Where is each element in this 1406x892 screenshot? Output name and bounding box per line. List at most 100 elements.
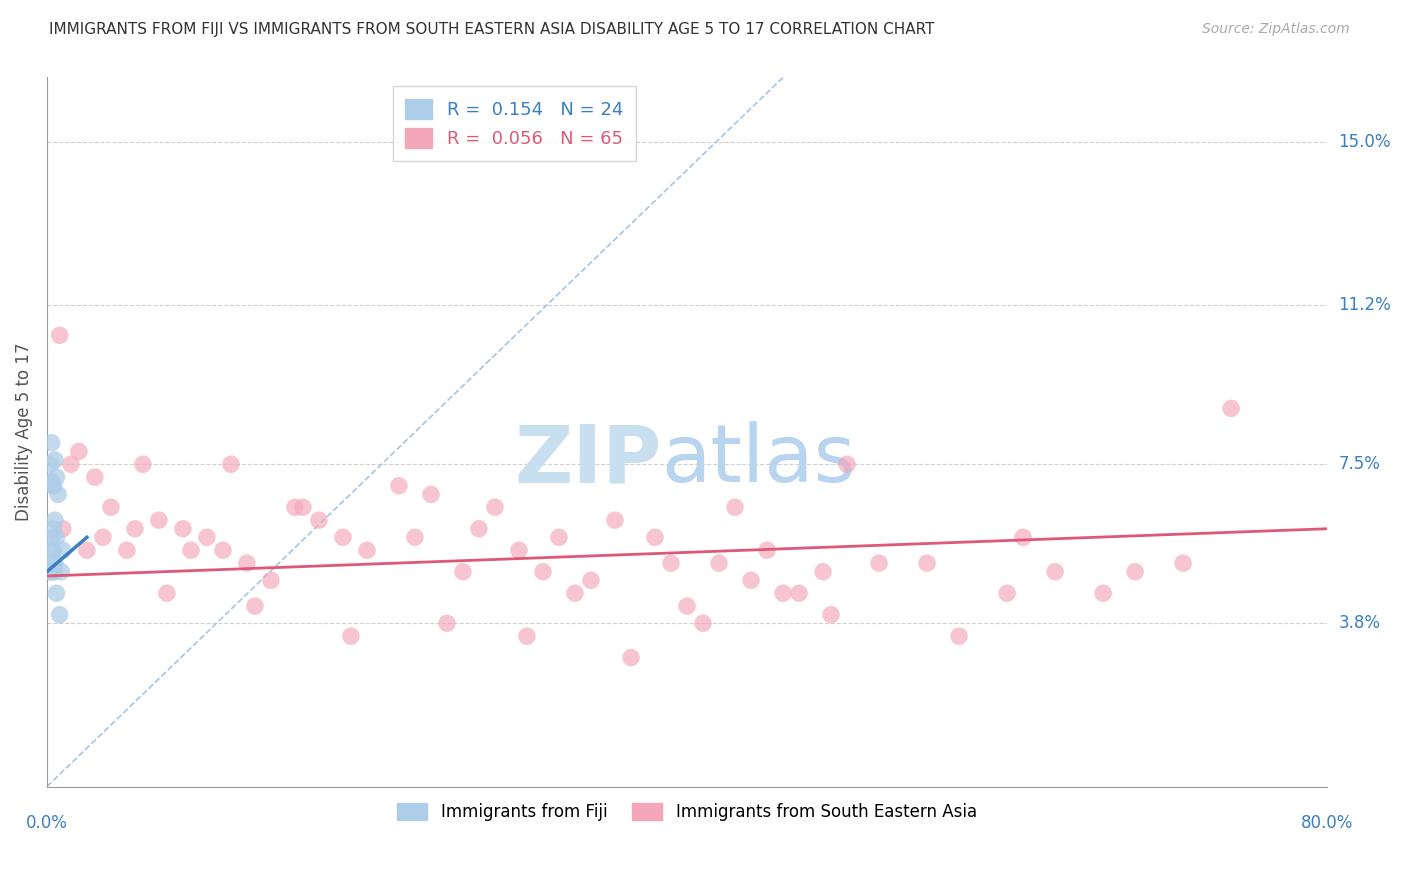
Point [1123,565,1146,579]
Point [436,616,458,631]
Point [42,556,65,570]
Point [835,457,858,471]
Point [724,500,747,515]
Point [484,500,506,515]
Point [291,500,314,515]
Point [41,543,63,558]
Point [787,586,810,600]
Point [41,530,63,544]
Text: 7.5%: 7.5% [1339,455,1381,474]
Point [195,530,218,544]
Point [915,556,938,570]
Point [41,435,63,450]
Point [659,556,682,570]
Point [115,543,138,558]
Point [172,522,194,536]
Point [451,565,474,579]
Point [48,607,70,622]
Text: atlas: atlas [661,421,856,500]
Text: ZIP: ZIP [515,421,661,500]
Point [42,479,65,493]
Text: 80.0%: 80.0% [1301,814,1354,832]
Point [948,629,970,643]
Point [212,543,235,558]
Point [45,586,67,600]
Point [42,543,65,558]
Point [39,565,62,579]
Point [39,457,62,471]
Point [42,479,65,493]
Text: 15.0%: 15.0% [1339,133,1391,151]
Point [1043,565,1066,579]
Point [1092,586,1115,600]
Point [564,586,586,600]
Point [156,586,179,600]
Point [76,543,98,558]
Point [260,574,283,588]
Point [356,543,378,558]
Point [707,556,730,570]
Text: 11.2%: 11.2% [1339,296,1391,314]
Point [236,556,259,570]
Point [811,565,834,579]
Point [531,565,554,579]
Point [620,650,643,665]
Point [692,616,714,631]
Point [548,530,571,544]
Point [42,565,65,579]
Y-axis label: Disability Age 5 to 17: Disability Age 5 to 17 [15,343,32,521]
Point [340,629,363,643]
Point [756,543,779,558]
Point [284,500,307,515]
Point [42,522,65,536]
Point [219,457,242,471]
Point [44,453,66,467]
Point [45,530,67,544]
Point [995,586,1018,600]
Point [868,556,890,570]
Point [388,479,411,493]
Point [52,522,75,536]
Point [44,565,66,579]
Point [644,530,666,544]
Point [124,522,146,536]
Point [44,513,66,527]
Point [243,599,266,613]
Point [59,457,82,471]
Point [308,513,330,527]
Point [180,543,202,558]
Point [468,522,491,536]
Point [39,565,62,579]
Point [516,629,538,643]
Point [404,530,426,544]
Point [603,513,626,527]
Point [91,530,114,544]
Text: 0.0%: 0.0% [25,814,67,832]
Point [1171,556,1194,570]
Point [67,444,90,458]
Point [44,556,66,570]
Point [332,530,354,544]
Point [740,574,762,588]
Point [46,487,69,501]
Point [83,470,105,484]
Point [132,457,155,471]
Point [41,475,63,489]
Text: Source: ZipAtlas.com: Source: ZipAtlas.com [1202,22,1350,37]
Point [772,586,794,600]
Text: 3.8%: 3.8% [1339,615,1381,632]
Point [1220,401,1243,416]
Point [45,470,67,484]
Point [820,607,842,622]
Point [579,574,602,588]
Point [48,328,70,343]
Point [420,487,443,501]
Legend: Immigrants from Fiji, Immigrants from South Eastern Asia: Immigrants from Fiji, Immigrants from So… [391,797,983,828]
Point [508,543,530,558]
Point [52,543,75,558]
Point [100,500,122,515]
Point [1012,530,1035,544]
Point [676,599,699,613]
Text: IMMIGRANTS FROM FIJI VS IMMIGRANTS FROM SOUTH EASTERN ASIA DISABILITY AGE 5 TO 1: IMMIGRANTS FROM FIJI VS IMMIGRANTS FROM … [49,22,935,37]
Point [148,513,170,527]
